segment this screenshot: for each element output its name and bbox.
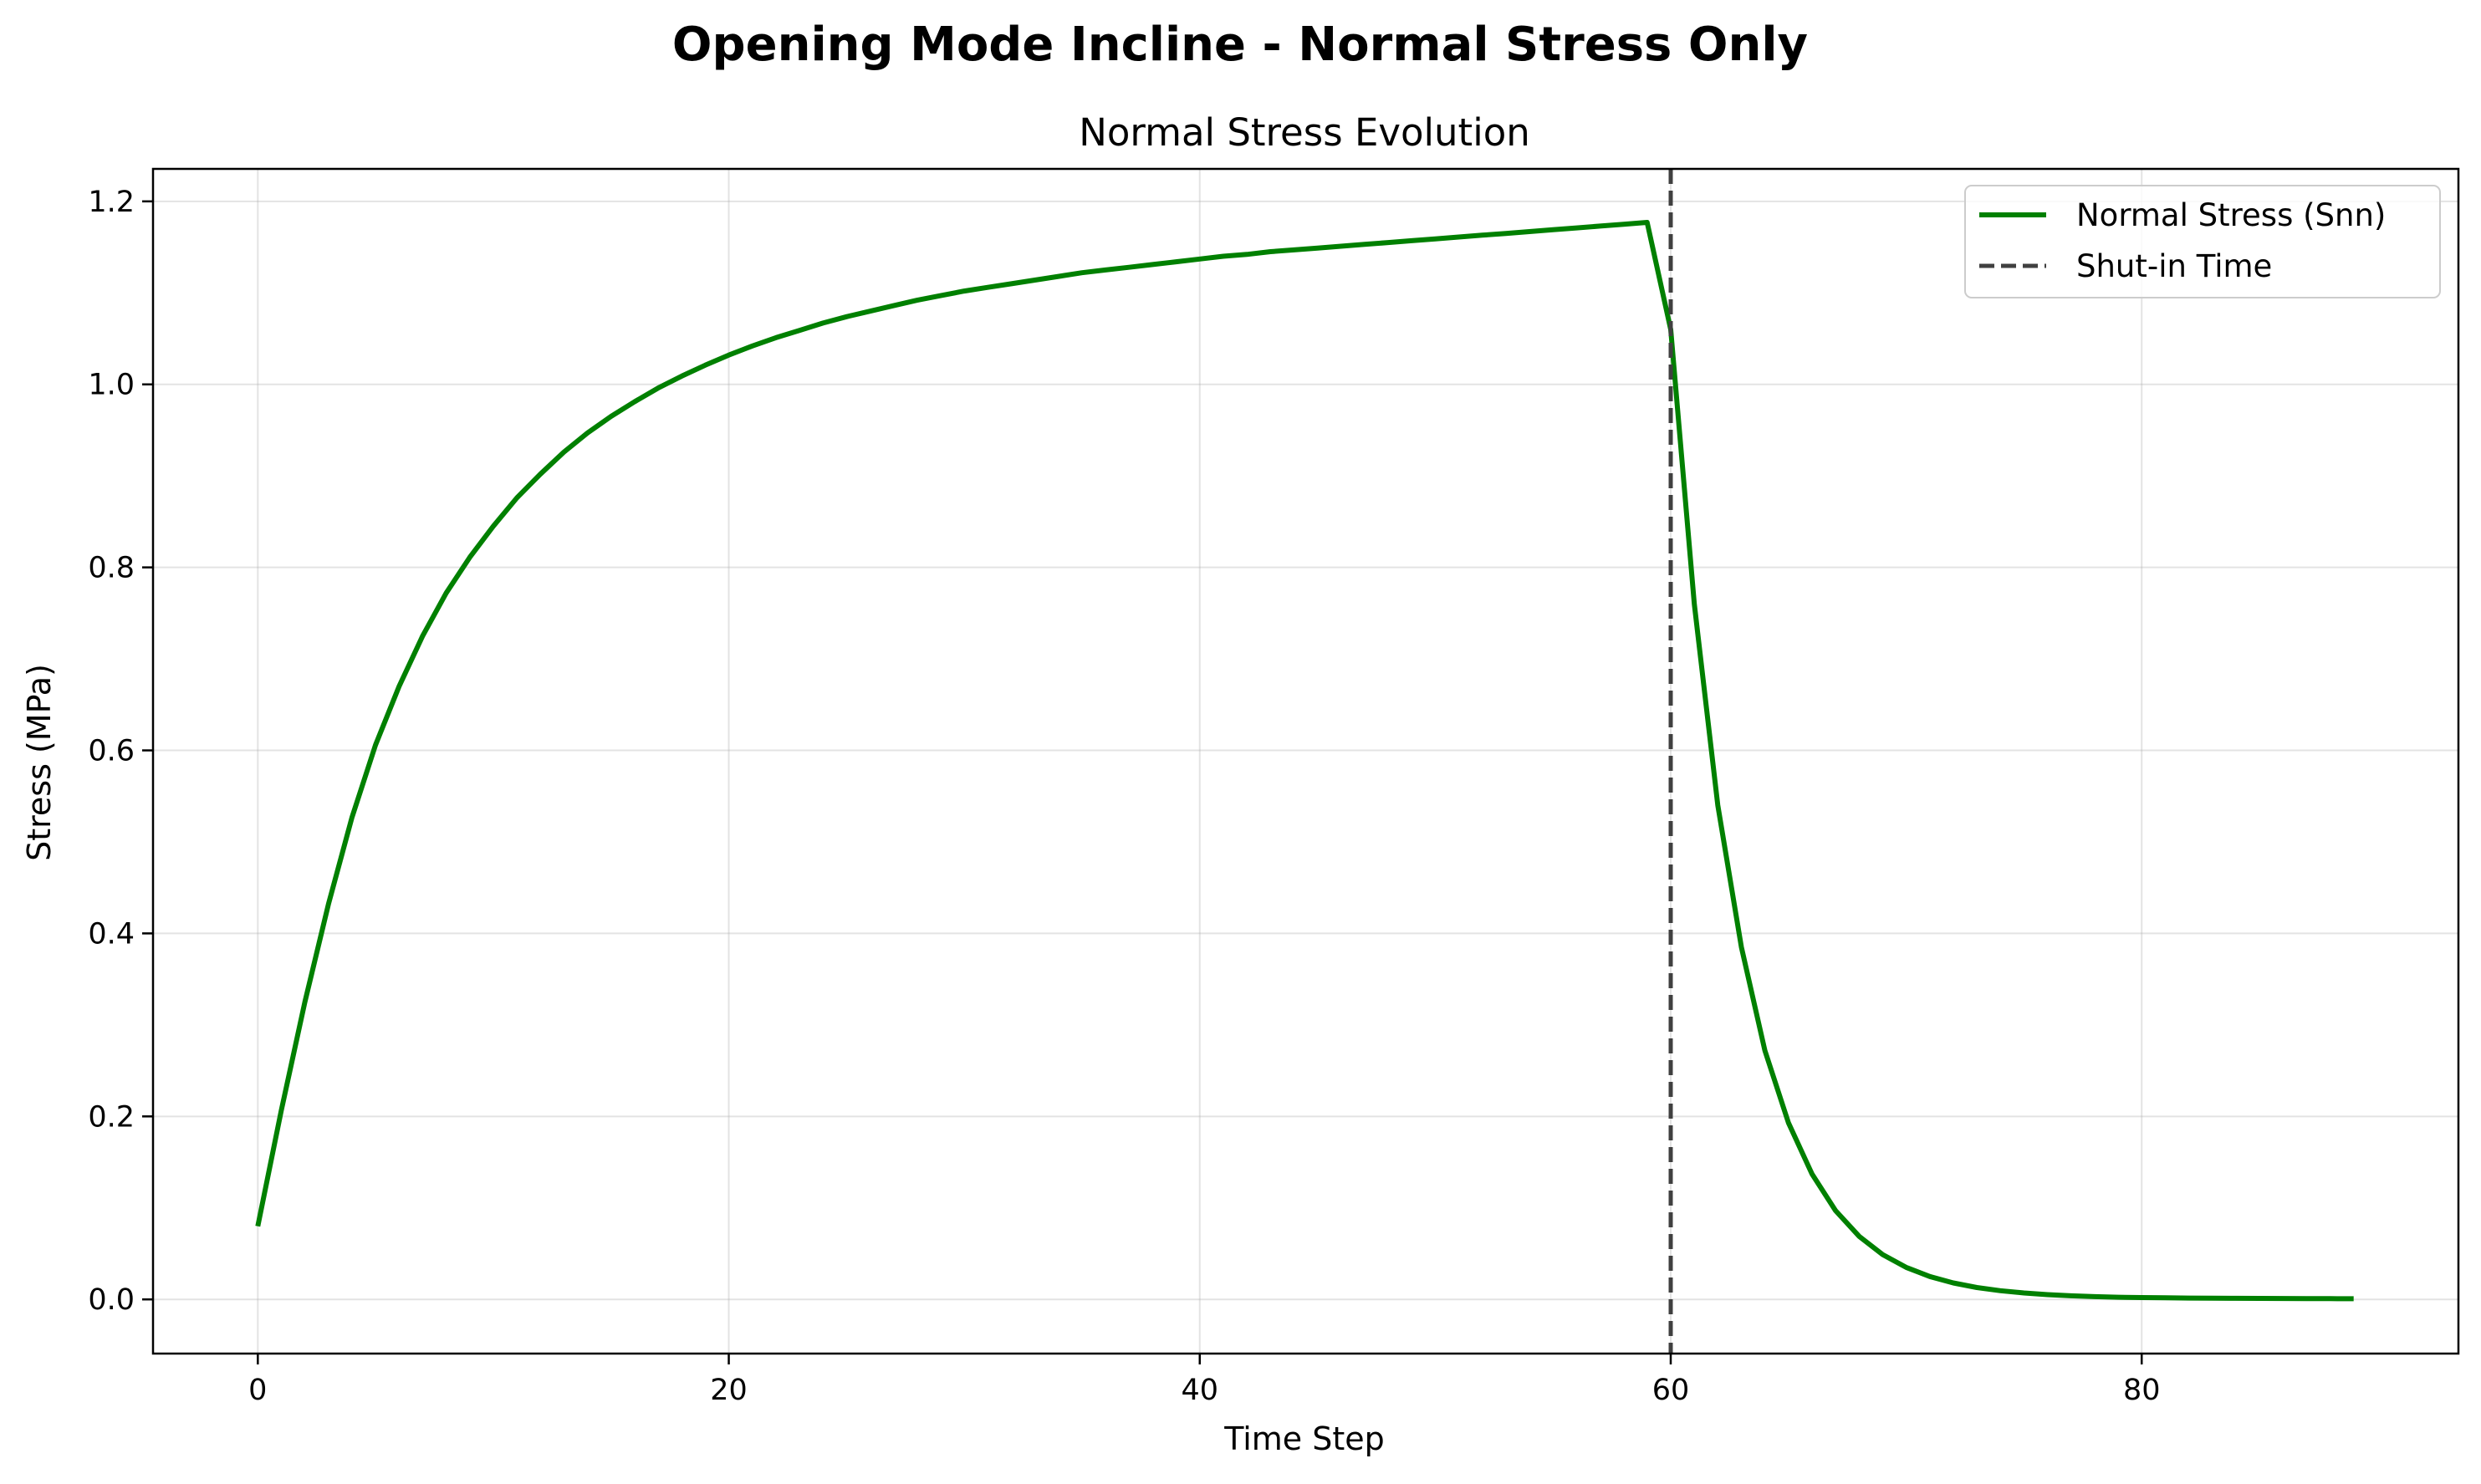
legend: Normal Stress (Snn) Shut-in Time [1964,185,2441,298]
legend-box [1964,185,2441,298]
x-tick-label: 0 [248,1374,267,1407]
x-tick-label: 80 [2123,1374,2161,1407]
plot-lines [255,169,2354,1354]
y-axis-label: Stress (MPa) [21,664,58,861]
x-tick-label: 20 [710,1374,748,1407]
series-line-normal-stress [255,220,2354,1302]
grid [153,169,2458,1354]
x-axis-label: Time Step [1223,1420,1385,1457]
y-tick-label: 1.2 [88,186,135,219]
y-tick-label: 0.2 [88,1100,135,1134]
axes-frame [151,167,2460,1355]
x-tick-label: 40 [1182,1374,1219,1407]
y-tick-label: 0.4 [88,917,135,951]
y-tick-label: 1.0 [88,369,135,402]
legend-label-snn: Normal Stress (Snn) [2076,197,2386,233]
y-tick-label: 0.6 [88,735,135,768]
y-tick-label: 0.0 [88,1283,135,1317]
x-tick-label: 60 [1652,1374,1690,1407]
axes-title: Normal Stress Evolution [1079,110,1530,155]
axis-ticks: 0 20 40 60 80 0.0 0.2 0.4 0.6 0.8 1.0 1.2 [88,186,2160,1407]
y-tick-label: 0.8 [88,552,135,585]
legend-label-shut-in: Shut-in Time [2076,248,2272,284]
figure-title: Opening Mode Incline - Normal Stress Onl… [672,18,1808,72]
